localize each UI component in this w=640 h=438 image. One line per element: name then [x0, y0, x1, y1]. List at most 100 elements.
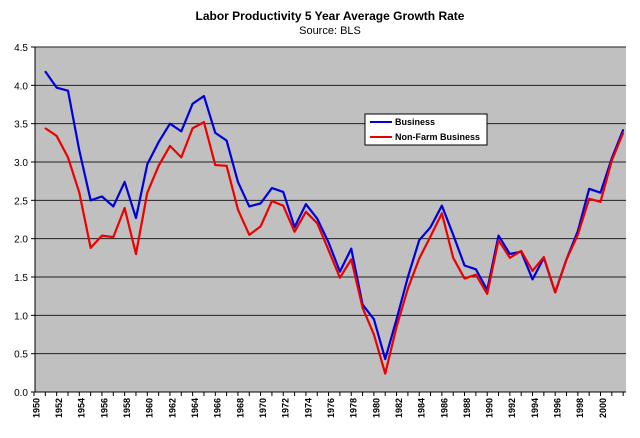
- y-tick-label: 2.5: [14, 196, 28, 207]
- data-point: [520, 250, 522, 252]
- x-tick-label: 1984: [417, 398, 427, 418]
- x-tick-label: 1992: [507, 398, 517, 418]
- x-tick-label: 1964: [190, 398, 200, 418]
- x-tick-label: 1998: [575, 398, 585, 418]
- data-point: [225, 139, 228, 142]
- data-point: [271, 200, 273, 202]
- data-point: [361, 306, 364, 309]
- data-point: [622, 132, 624, 134]
- x-tick-label: 1954: [77, 398, 87, 418]
- data-point: [282, 191, 285, 193]
- data-point: [384, 372, 387, 375]
- y-tick-label: 1.0: [14, 311, 28, 322]
- data-point: [577, 234, 579, 236]
- x-tick-label: 1990: [485, 398, 495, 418]
- data-point: [293, 230, 296, 233]
- data-point: [271, 187, 273, 189]
- data-point: [531, 278, 534, 281]
- data-point: [543, 256, 545, 258]
- chart-subtitle: Source: BLS: [299, 25, 361, 37]
- data-point: [418, 257, 421, 260]
- data-point: [509, 253, 511, 255]
- plot-area: [35, 47, 626, 392]
- data-point: [395, 318, 398, 320]
- data-point: [146, 163, 149, 166]
- data-point: [509, 257, 511, 259]
- data-point: [191, 102, 194, 105]
- data-point: [101, 234, 103, 237]
- series-line-business: [44, 70, 625, 361]
- data-point: [282, 204, 285, 207]
- data-point: [350, 258, 353, 261]
- x-tick-label: 1950: [31, 398, 41, 418]
- data-point: [89, 247, 92, 249]
- data-point: [599, 191, 602, 194]
- data-point: [407, 276, 409, 278]
- y-tick-label: 3.5: [14, 120, 28, 131]
- data-point: [622, 129, 624, 131]
- data-point: [565, 258, 568, 261]
- data-point: [135, 253, 137, 255]
- y-tick-label: 4.5: [14, 43, 28, 54]
- data-point: [237, 208, 239, 211]
- y-tick-label: 0.5: [14, 350, 28, 361]
- data-point: [214, 132, 217, 134]
- x-tick-label: 1958: [122, 398, 132, 418]
- chart-title: Labor Productivity 5 Year Average Growth…: [196, 9, 465, 23]
- x-tick-label: 1960: [145, 398, 155, 418]
- data-point: [452, 234, 455, 236]
- data-point: [146, 191, 149, 194]
- data-point: [327, 249, 330, 251]
- x-tick-label: 1976: [326, 398, 336, 418]
- data-point: [475, 273, 477, 276]
- x-tick-label: 1968: [235, 398, 245, 418]
- data-point: [101, 195, 103, 198]
- y-tick-label: 2.0: [14, 235, 28, 246]
- data-point: [339, 276, 341, 279]
- x-tick-label: 1986: [439, 398, 449, 418]
- data-point: [339, 270, 341, 273]
- data-point: [407, 287, 409, 290]
- x-tick-label: 1962: [167, 398, 177, 418]
- data-point: [112, 205, 115, 208]
- y-tick-label: 4.0: [14, 81, 28, 92]
- x-tick-label: 1980: [371, 398, 381, 418]
- data-point: [316, 217, 319, 220]
- data-point: [418, 239, 421, 241]
- data-point: [112, 236, 115, 238]
- data-point: [67, 89, 69, 92]
- x-tick-label: 1982: [394, 398, 404, 418]
- x-tick-label: 1988: [462, 398, 472, 418]
- x-tick-label: 1978: [349, 398, 359, 418]
- data-point: [350, 247, 353, 250]
- data-point: [123, 181, 126, 183]
- data-point: [157, 165, 160, 167]
- data-point: [497, 234, 500, 237]
- x-tick-label: 1952: [54, 398, 64, 418]
- data-point: [429, 235, 432, 238]
- x-tick-label: 1974: [303, 398, 313, 418]
- data-point: [214, 164, 217, 166]
- data-point: [135, 217, 137, 219]
- data-point: [611, 159, 613, 162]
- data-point: [78, 191, 81, 194]
- data-point: [248, 234, 251, 236]
- data-point: [237, 181, 239, 183]
- data-point: [203, 121, 205, 123]
- data-point: [316, 222, 319, 225]
- data-point: [203, 95, 205, 97]
- data-point: [395, 326, 398, 328]
- data-point: [486, 293, 489, 295]
- data-point: [452, 257, 455, 259]
- y-tick-label: 1.5: [14, 273, 28, 284]
- data-point: [429, 226, 432, 228]
- data-point: [373, 318, 375, 320]
- data-point: [44, 127, 47, 130]
- data-point: [191, 127, 194, 130]
- data-point: [588, 198, 590, 200]
- data-point: [463, 264, 466, 267]
- data-point: [180, 156, 183, 159]
- data-point: [305, 211, 307, 213]
